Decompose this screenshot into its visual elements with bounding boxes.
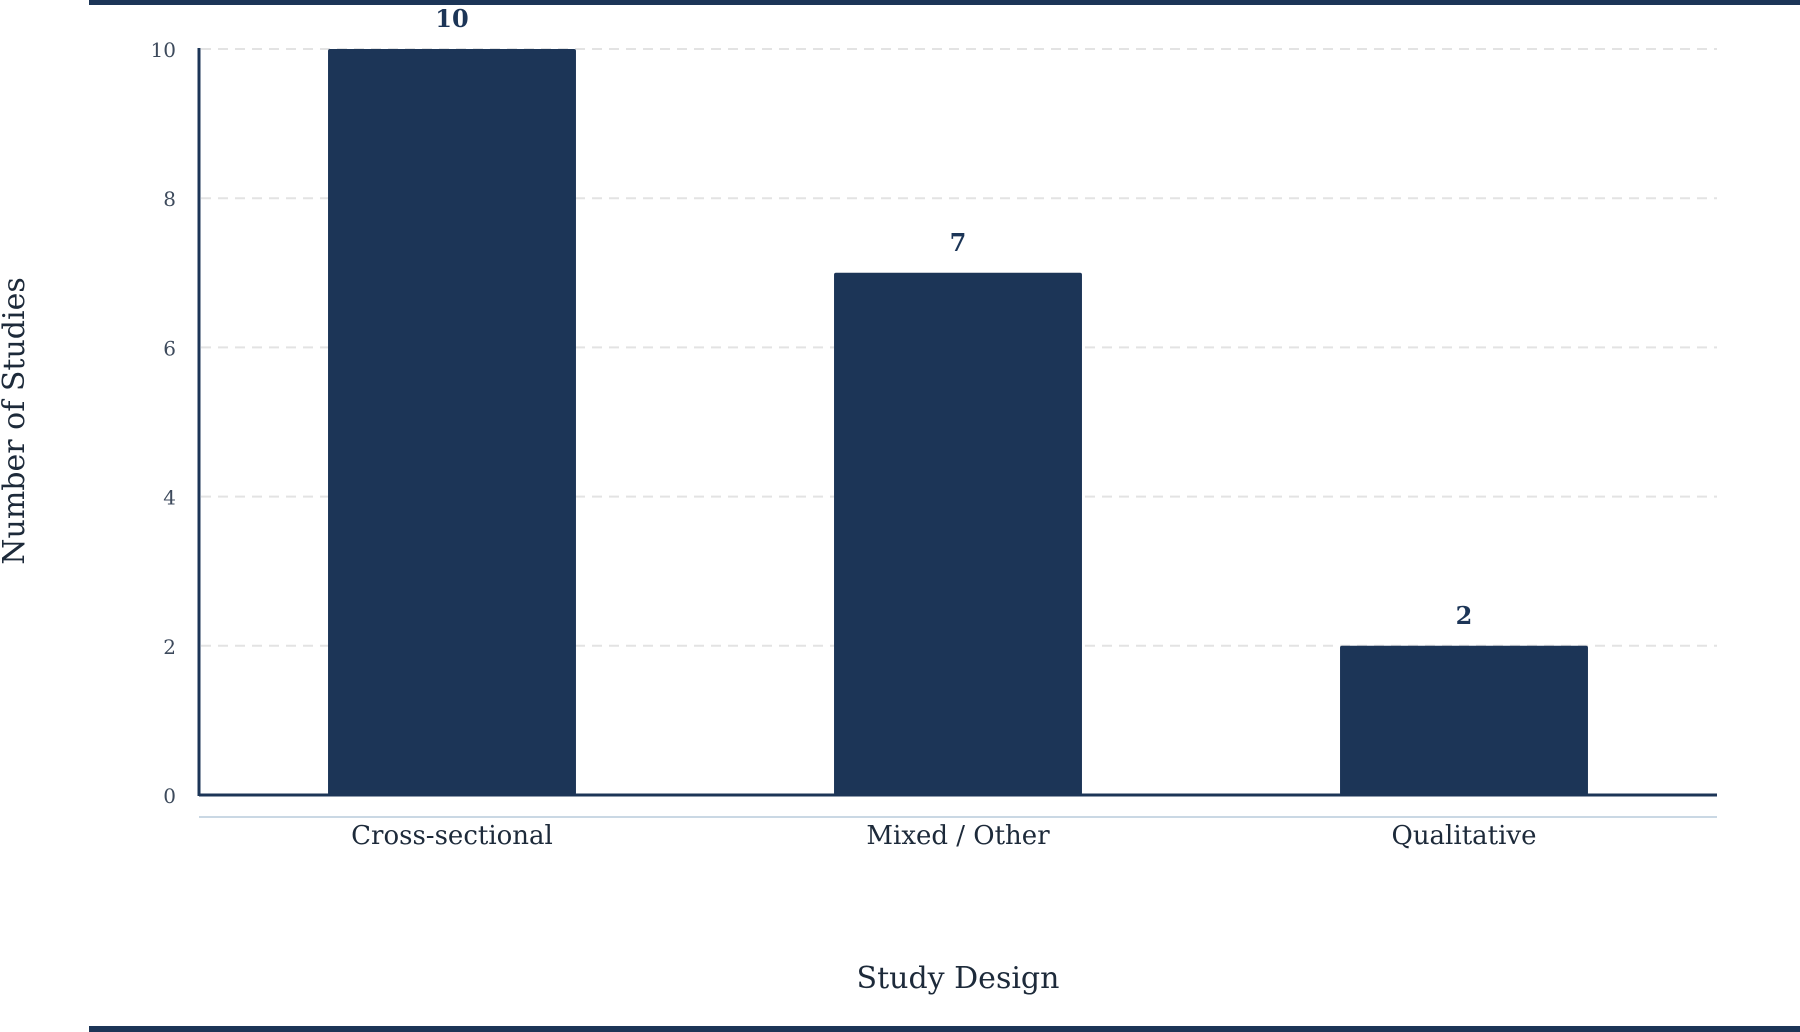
x-axis-title: Study Design [857, 961, 1060, 996]
y-tick-label: 2 [163, 635, 176, 659]
y-tick-label: 8 [163, 187, 176, 211]
bottom-border [89, 1026, 1800, 1032]
bar-value-label: 2 [1456, 601, 1473, 630]
x-category-label: Qualitative [1392, 821, 1537, 851]
x-category-labels: Cross-sectional Mixed / Other Qualitative [351, 821, 1536, 851]
y-tick-label: 6 [163, 336, 176, 360]
y-axis-title: Number of Studies [0, 277, 32, 564]
y-tick-label: 10 [151, 38, 176, 62]
y-tick-labels: 0 2 4 6 8 10 [151, 38, 176, 808]
bars [328, 49, 1588, 795]
x-category-label: Mixed / Other [866, 821, 1050, 851]
bar [834, 272, 1082, 795]
bar [1340, 645, 1588, 795]
y-tick-label: 4 [163, 486, 176, 510]
bar [328, 49, 576, 795]
bar-value-label: 7 [950, 228, 967, 257]
top-border [89, 0, 1800, 5]
data-labels: 10 7 2 [435, 4, 1472, 630]
bar-value-label: 10 [435, 4, 468, 33]
x-category-label: Cross-sectional [351, 821, 553, 851]
y-tick-label: 0 [163, 784, 176, 808]
